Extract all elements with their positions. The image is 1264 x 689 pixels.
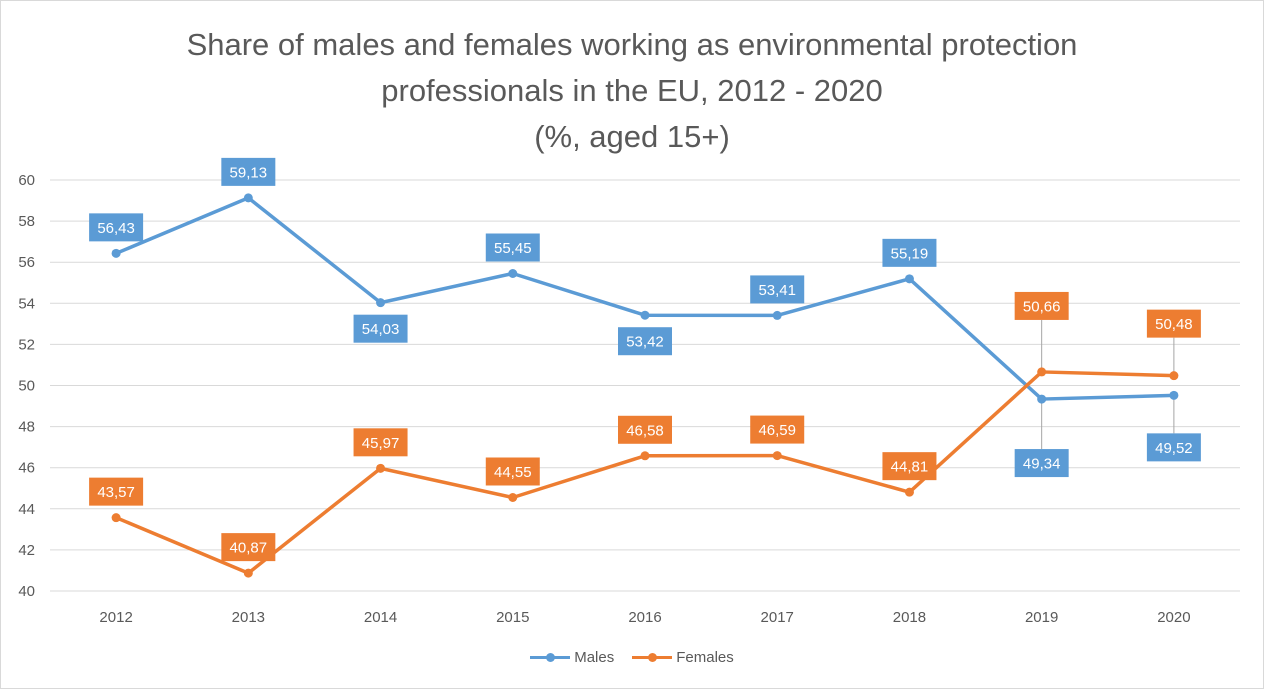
gridlines — [50, 179, 1240, 592]
data-point-females[interactable] — [904, 487, 914, 497]
data-point-males[interactable] — [376, 298, 386, 308]
data-label-box-females — [618, 415, 672, 444]
x-tick-label: 2016 — [628, 609, 661, 626]
data-point-females[interactable] — [111, 513, 121, 523]
series-lines — [111, 193, 1179, 578]
data-point-males[interactable] — [243, 193, 253, 203]
y-tick-label: 60 — [18, 172, 35, 189]
y-tick-label: 50 — [18, 378, 35, 395]
data-label-females: 46,59 — [758, 422, 796, 439]
chart-title-line-2: professionals in the EU, 2012 - 2020 — [381, 73, 883, 108]
x-tick-label: 2015 — [496, 609, 529, 626]
data-label-box-females — [353, 428, 408, 457]
y-tick-label: 46 — [18, 460, 35, 477]
data-label-box-females — [750, 415, 805, 444]
data-label-females: 50,66 — [1023, 298, 1061, 315]
data-label-females: 50,48 — [1155, 316, 1193, 333]
data-label-box-females — [89, 477, 144, 506]
data-point-males[interactable] — [1169, 390, 1179, 400]
data-label-females: 44,55 — [494, 464, 532, 481]
data-label-box-males — [750, 275, 805, 304]
y-tick-label: 54 — [18, 295, 35, 312]
legend-item-females[interactable]: Females — [632, 647, 734, 667]
data-label-box-females — [882, 452, 937, 481]
data-label-box-males — [221, 157, 276, 186]
data-point-females[interactable] — [772, 451, 782, 461]
x-tick-label: 2017 — [761, 609, 794, 626]
data-label-females: 43,57 — [97, 484, 135, 501]
y-tick-label: 52 — [18, 336, 35, 353]
x-tick-label: 2014 — [364, 609, 397, 626]
legend: Males Females — [0, 647, 1264, 667]
data-point-females[interactable] — [1037, 367, 1047, 377]
data-label-box-males — [618, 327, 672, 356]
chart-title-line-1: Share of males and females working as en… — [186, 27, 1078, 62]
legend-label-males: Males — [574, 648, 615, 666]
label-leader-lines — [1041, 319, 1175, 450]
data-label-box-females — [1014, 291, 1069, 320]
y-tick-label: 58 — [18, 213, 35, 230]
data-point-males[interactable] — [111, 248, 121, 258]
legend-marker-females — [648, 653, 658, 662]
data-labels: 56,43 59,13 54,03 55,45 53,42 53,41 55,19 49,34… — [89, 157, 1201, 562]
x-tick-label: 2020 — [1157, 609, 1190, 626]
y-tick-label: 40 — [18, 583, 35, 600]
legend-swatch-males — [530, 647, 571, 667]
data-label-females: 40,87 — [230, 540, 268, 557]
data-label-males: 56,43 — [97, 220, 135, 237]
data-label-box-males — [89, 213, 144, 242]
data-label-males: 55,45 — [494, 240, 532, 257]
data-point-males[interactable] — [508, 269, 518, 279]
data-label-box-females — [221, 533, 276, 562]
data-point-males[interactable] — [772, 310, 782, 320]
data-point-females[interactable] — [1169, 371, 1179, 381]
data-label-box-males — [1014, 449, 1069, 478]
data-point-males[interactable] — [904, 274, 914, 284]
data-label-box-males — [1146, 433, 1201, 462]
data-label-males: 49,52 — [1155, 440, 1193, 457]
data-label-box-females — [485, 457, 540, 486]
data-point-females[interactable] — [243, 568, 253, 578]
legend-label-females: Females — [676, 648, 734, 666]
data-label-females: 44,81 — [891, 459, 929, 476]
data-point-females[interactable] — [640, 451, 650, 461]
data-label-males: 55,19 — [891, 245, 929, 262]
data-point-females[interactable] — [376, 463, 386, 473]
y-tick-label: 48 — [18, 419, 35, 436]
data-point-females[interactable] — [508, 492, 518, 502]
x-tick-label: 2013 — [232, 609, 265, 626]
data-label-males: 54,03 — [362, 321, 400, 338]
y-tick-label: 56 — [18, 254, 35, 271]
data-label-males: 59,13 — [230, 164, 268, 181]
data-point-males[interactable] — [1037, 394, 1047, 404]
y-tick-label: 44 — [18, 501, 35, 518]
data-label-males: 49,34 — [1023, 456, 1061, 473]
data-label-males: 53,42 — [626, 334, 664, 351]
y-tick-label: 42 — [18, 542, 35, 559]
x-tick-label: 2018 — [893, 609, 926, 626]
data-label-box-males — [882, 238, 937, 267]
data-point-males[interactable] — [640, 310, 650, 320]
chart-title: Share of males and females working as en… — [0, 22, 1264, 160]
data-label-males: 53,41 — [758, 282, 796, 299]
data-label-females: 45,97 — [362, 435, 400, 452]
data-label-box-males — [353, 314, 408, 343]
y-axis-ticks: 40 42 44 46 48 50 52 54 56 58 60 — [18, 172, 35, 600]
data-label-females: 46,58 — [626, 422, 664, 439]
legend-swatch-females — [632, 647, 673, 667]
data-label-box-females — [1146, 309, 1201, 338]
x-tick-label: 2019 — [1025, 609, 1058, 626]
chart-title-line-3: (%, aged 15+) — [534, 119, 730, 154]
x-tick-label: 2012 — [99, 609, 132, 626]
data-label-box-males — [485, 233, 540, 262]
x-axis-ticks: 2012 2013 2014 2015 2016 2017 2018 2019 2020 — [99, 609, 1190, 626]
legend-item-males[interactable]: Males — [530, 647, 614, 667]
legend-marker-males — [546, 653, 556, 662]
